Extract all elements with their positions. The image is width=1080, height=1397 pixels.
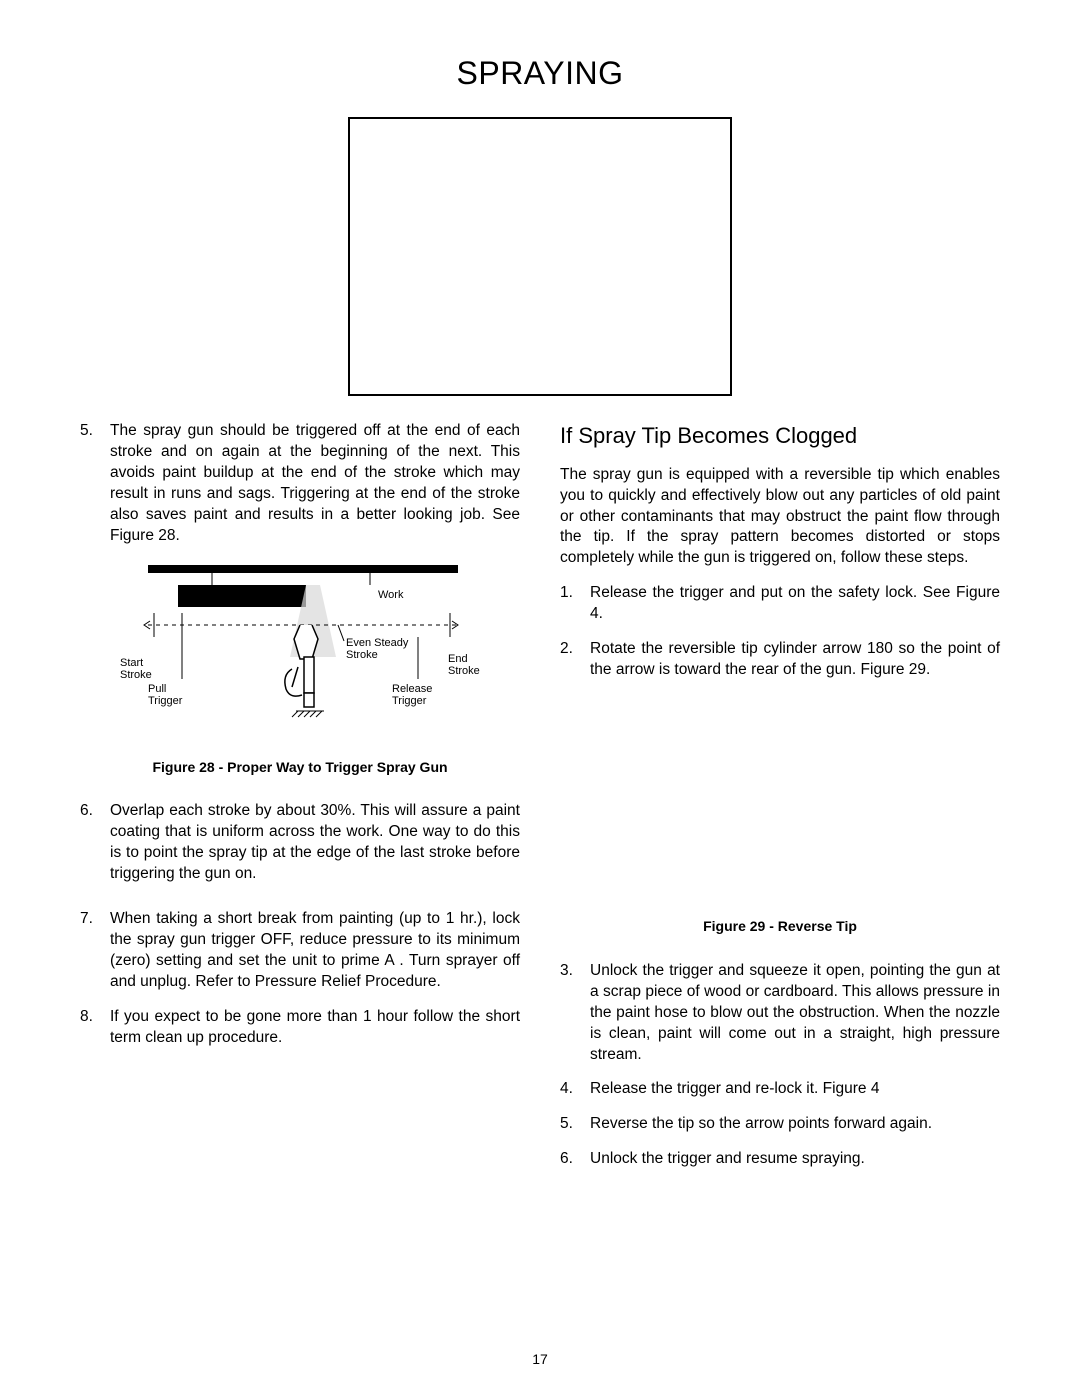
item-number: 4. <box>560 1079 590 1100</box>
list-item: 8. If you expect to be gone more than 1 … <box>80 1007 520 1049</box>
item-number: 5. <box>80 421 110 547</box>
item-text: Release the trigger and re-lock it. Figu… <box>590 1079 1000 1100</box>
item-text: Unlock the trigger and squeeze it open, … <box>590 961 1000 1066</box>
fig28-label-even: Even Steady Stroke <box>346 637 408 661</box>
item-number: 6. <box>560 1149 590 1170</box>
figure-28-diagram: Work Even Steady Stroke Start Stroke End… <box>120 561 480 736</box>
page: SPRAYING 5. The spray gun should be trig… <box>0 0 1080 1397</box>
page-title: SPRAYING <box>80 55 1000 92</box>
item-text: Rotate the reversible tip cylinder arrow… <box>590 639 1000 681</box>
list-item: 3. Unlock the trigger and squeeze it ope… <box>560 961 1000 1066</box>
item-number: 6. <box>80 801 110 885</box>
top-figure-placeholder <box>348 117 732 396</box>
fig28-label-work: Work <box>378 589 403 601</box>
list-item: 6. Unlock the trigger and resume sprayin… <box>560 1149 1000 1170</box>
item-number: 7. <box>80 909 110 993</box>
fig28-label-end: End Stroke <box>448 653 480 677</box>
right-list-2: 3. Unlock the trigger and squeeze it ope… <box>560 961 1000 1170</box>
item-number: 1. <box>560 583 590 625</box>
list-item: 4. Release the trigger and re-lock it. F… <box>560 1079 1000 1100</box>
list-item: 7. When taking a short break from painti… <box>80 909 520 993</box>
item-text: Overlap each stroke by about 30%. This w… <box>110 801 520 885</box>
figure-29-placeholder <box>560 695 1000 895</box>
fig28-label-start: Start Stroke <box>120 657 152 681</box>
left-column: 5. The spray gun should be triggered off… <box>80 421 520 1184</box>
left-list-2: 6. Overlap each stroke by about 30%. Thi… <box>80 801 520 1048</box>
subheading: If Spray Tip Becomes Clogged <box>560 421 1000 451</box>
right-column: If Spray Tip Becomes Clogged The spray g… <box>560 421 1000 1184</box>
figure-29-caption: Figure 29 - Reverse Tip <box>560 917 1000 936</box>
right-list-1: 1. Release the trigger and put on the sa… <box>560 583 1000 681</box>
item-text: Reverse the tip so the arrow points forw… <box>590 1114 1000 1135</box>
columns: 5. The spray gun should be triggered off… <box>80 421 1000 1184</box>
item-text: The spray gun should be triggered off at… <box>110 421 520 547</box>
item-text: If you expect to be gone more than 1 hou… <box>110 1007 520 1049</box>
item-text: Unlock the trigger and resume spraying. <box>590 1149 1000 1170</box>
fig28-label-pull: Pull Trigger <box>148 683 182 707</box>
intro-paragraph: The spray gun is equipped with a reversi… <box>560 465 1000 570</box>
page-number: 17 <box>0 1351 1080 1367</box>
list-item: 2. Rotate the reversible tip cylinder ar… <box>560 639 1000 681</box>
item-number: 5. <box>560 1114 590 1135</box>
list-item: 5. The spray gun should be triggered off… <box>80 421 520 547</box>
left-list-1: 5. The spray gun should be triggered off… <box>80 421 520 547</box>
fig28-label-release: Release Trigger <box>392 683 432 707</box>
list-item: 6. Overlap each stroke by about 30%. Thi… <box>80 801 520 885</box>
item-number: 2. <box>560 639 590 681</box>
item-text: Release the trigger and put on the safet… <box>590 583 1000 625</box>
list-item: 1. Release the trigger and put on the sa… <box>560 583 1000 625</box>
figure-28-caption: Figure 28 - Proper Way to Trigger Spray … <box>80 758 520 777</box>
item-number: 3. <box>560 961 590 1066</box>
list-item: 5. Reverse the tip so the arrow points f… <box>560 1114 1000 1135</box>
item-text: When taking a short break from painting … <box>110 909 520 993</box>
item-number: 8. <box>80 1007 110 1049</box>
